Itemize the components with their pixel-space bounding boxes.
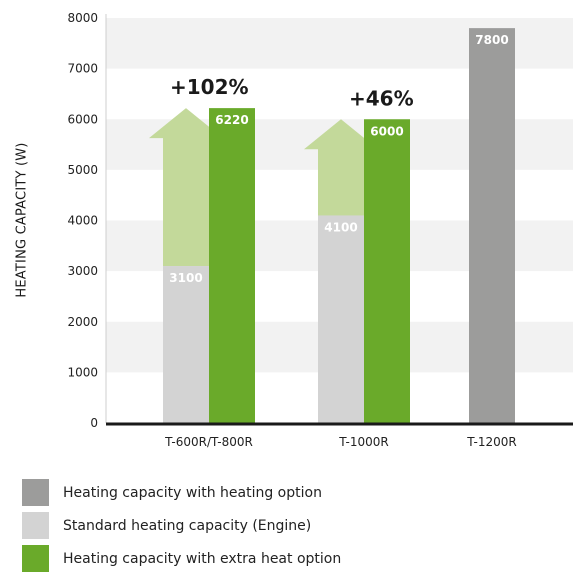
increase-label: +46% xyxy=(349,86,414,110)
x-tick-label: T-600R/T-800R xyxy=(164,435,253,449)
legend-label-standard: Standard heating capacity (Engine) xyxy=(63,517,312,534)
legend-item-extra-heat: Heating capacity with extra heat option xyxy=(22,542,341,575)
bar xyxy=(209,108,255,424)
y-tick-label: 4000 xyxy=(67,214,98,228)
bar xyxy=(364,119,410,423)
increase-arrow xyxy=(304,119,378,216)
bar xyxy=(318,215,364,423)
legend: Heating capacity with heating option Sta… xyxy=(22,476,341,575)
y-tick-label: 6000 xyxy=(67,112,98,126)
legend-swatch-heating-option xyxy=(22,479,49,506)
bar xyxy=(469,28,515,423)
y-tick-label: 3000 xyxy=(67,264,98,278)
legend-swatch-standard xyxy=(22,512,49,539)
chart: 0 1000 2000 3000 4000 5000 6000 7000 8000 +102% +4… xyxy=(67,11,573,449)
increase-label: +102% xyxy=(170,75,249,99)
y-tick-label: 2000 xyxy=(67,315,98,329)
y-tick-label: 1000 xyxy=(67,365,98,379)
bar-value-label: 7800 xyxy=(475,33,508,47)
y-axis-label: HEATING CAPACITY (W) xyxy=(14,142,30,298)
y-tick-label: 0 xyxy=(90,416,98,430)
x-tick-label: T-1200R xyxy=(466,435,516,449)
legend-item-heating-option: Heating capacity with heating option xyxy=(22,476,341,509)
bar-value-label: 4100 xyxy=(324,220,357,234)
legend-label-heating-option: Heating capacity with heating option xyxy=(63,484,322,501)
x-tick-label: T-1000R xyxy=(338,435,388,449)
legend-label-extra-heat: Heating capacity with extra heat option xyxy=(63,550,342,567)
bar-value-label: 3100 xyxy=(169,271,202,285)
legend-item-standard: Standard heating capacity (Engine) xyxy=(22,509,341,542)
bar xyxy=(163,266,209,423)
y-tick-label: 5000 xyxy=(67,163,98,177)
y-tick-label: 7000 xyxy=(67,62,98,76)
legend-swatch-extra-heat xyxy=(22,545,49,572)
bar-value-label: 6000 xyxy=(370,124,403,138)
increase-arrow xyxy=(149,108,223,267)
y-tick-label: 8000 xyxy=(67,11,98,25)
bar-value-label: 6220 xyxy=(215,113,248,127)
